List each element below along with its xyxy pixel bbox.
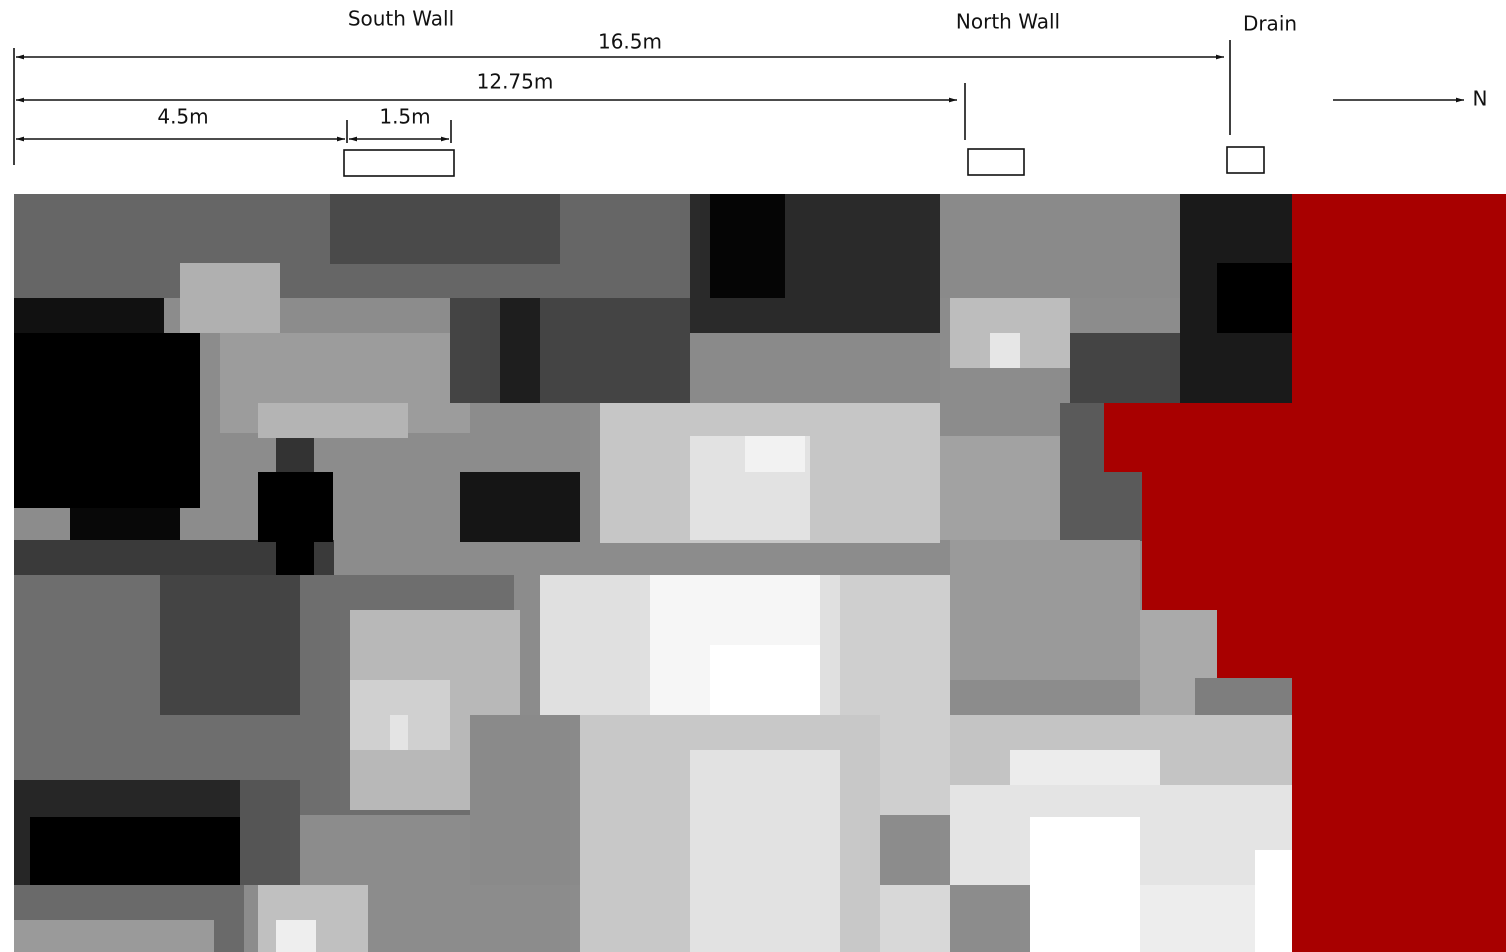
drain-box bbox=[1227, 147, 1264, 173]
map-cell bbox=[1030, 817, 1140, 952]
map-cell bbox=[1070, 333, 1180, 403]
dimension-label: 4.5m bbox=[157, 105, 208, 129]
map-cell bbox=[450, 298, 690, 403]
map-cell bbox=[745, 436, 805, 472]
map-cell bbox=[160, 575, 300, 715]
map-cell bbox=[258, 403, 408, 438]
map-cell bbox=[1217, 263, 1292, 333]
map-cell bbox=[14, 920, 214, 952]
map-cell bbox=[276, 540, 314, 575]
map-cell bbox=[70, 508, 180, 540]
south-wall-box bbox=[344, 150, 454, 176]
dimension-label: 16.5m bbox=[598, 30, 662, 54]
map-cell bbox=[460, 472, 580, 542]
label: Drain bbox=[1243, 12, 1297, 36]
dimension-label: 1.5m bbox=[379, 105, 430, 129]
map-cell bbox=[14, 298, 164, 333]
page: South Wall North Wall Drain 16.5m 12.75m… bbox=[0, 0, 1506, 952]
map-cell bbox=[710, 194, 785, 298]
map-cell bbox=[14, 333, 200, 508]
map-cell bbox=[690, 750, 840, 952]
map-cell bbox=[1255, 850, 1292, 952]
map-cell bbox=[690, 333, 940, 403]
map-cell bbox=[940, 194, 1190, 298]
map-cell bbox=[390, 715, 408, 750]
map-cell bbox=[258, 472, 333, 542]
map-cell bbox=[276, 920, 316, 952]
map-cell bbox=[950, 540, 1140, 680]
map-cell bbox=[990, 333, 1020, 368]
map-cell bbox=[240, 780, 300, 885]
dimension-lines bbox=[14, 40, 1464, 176]
label: South Wall bbox=[348, 7, 454, 31]
map-cell bbox=[940, 436, 1060, 540]
map-cell bbox=[330, 194, 560, 264]
dimension-label: 12.75m bbox=[477, 70, 554, 94]
diagram: South Wall North Wall Drain 16.5m 12.75m… bbox=[0, 0, 1506, 952]
north-wall-box bbox=[968, 149, 1024, 175]
compass-label: N bbox=[1473, 87, 1488, 111]
survey-map bbox=[14, 194, 1506, 952]
map-cell bbox=[30, 817, 240, 885]
map-cell bbox=[880, 885, 950, 952]
map-cell bbox=[500, 298, 540, 403]
label: North Wall bbox=[956, 10, 1060, 34]
map-cell bbox=[276, 436, 314, 472]
map-cell bbox=[180, 263, 280, 333]
